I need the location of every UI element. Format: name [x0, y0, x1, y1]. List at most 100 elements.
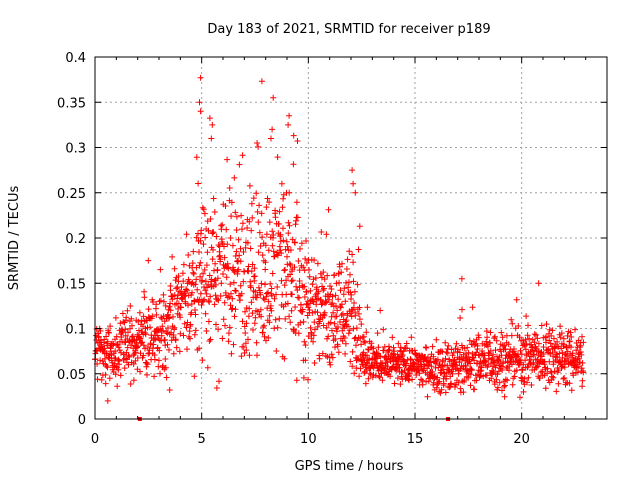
grid-layer [95, 57, 607, 419]
data-point [228, 290, 234, 297]
data-point [249, 310, 256, 317]
data-point [203, 328, 210, 334]
data-point [373, 349, 380, 356]
data-point [197, 259, 204, 266]
data-point [186, 328, 193, 335]
data-point [171, 265, 178, 272]
data-point [229, 242, 236, 249]
data-point [385, 347, 392, 354]
data-point [254, 308, 261, 315]
data-point [196, 99, 203, 106]
data-point [278, 250, 285, 257]
data-point [103, 363, 110, 369]
data-point [350, 278, 357, 285]
data-point [301, 283, 308, 290]
data-point [238, 353, 245, 360]
data-point [228, 213, 235, 220]
data-point [467, 360, 474, 367]
data-point [112, 348, 119, 355]
data-point [248, 200, 255, 207]
data-point [240, 249, 247, 255]
data-point [130, 377, 137, 384]
data-point [276, 208, 283, 215]
data-point [183, 231, 190, 238]
data-point [419, 381, 426, 388]
data-point [306, 273, 313, 280]
data-point [129, 333, 136, 340]
data-point [495, 357, 502, 364]
data-point [508, 316, 515, 323]
data-point [361, 370, 368, 376]
data-point [213, 385, 220, 391]
data-point [206, 338, 213, 344]
data-point [157, 266, 164, 273]
data-point [493, 376, 500, 383]
data-point [196, 345, 203, 352]
data-point [114, 383, 121, 390]
data-point [270, 248, 277, 255]
data-point [395, 340, 402, 347]
data-point [160, 327, 167, 334]
data-point [354, 355, 361, 362]
data-point [455, 346, 461, 353]
data-point [332, 336, 339, 342]
data-point [210, 229, 217, 236]
data-point [263, 204, 270, 211]
data-point [230, 264, 237, 271]
data-point [531, 331, 538, 338]
data-point [256, 202, 263, 209]
data-point [204, 364, 211, 371]
data-point [245, 336, 251, 343]
data-point [309, 298, 316, 304]
data-point [206, 272, 213, 279]
data-point [272, 207, 279, 214]
data-point [109, 340, 116, 347]
data-point [189, 289, 195, 296]
data-point [176, 348, 183, 355]
data-point [439, 348, 446, 355]
data-point [538, 322, 545, 329]
data-point [215, 297, 222, 304]
data-point [301, 338, 308, 345]
data-point [332, 292, 339, 299]
data-point [242, 330, 249, 336]
data-point [212, 292, 219, 299]
data-point [107, 323, 114, 330]
data-point [281, 267, 288, 274]
data-point [269, 126, 276, 133]
data-point [303, 238, 309, 244]
data-point [370, 345, 377, 352]
data-point [534, 335, 541, 342]
y-tick-labels: 0 0.05 0.1 0.15 0.2 0.25 0.3 0.35 0.4 [57, 51, 86, 428]
data-point [244, 239, 251, 246]
data-point [229, 305, 236, 312]
data-point [483, 372, 490, 379]
data-point [304, 301, 311, 308]
data-point [471, 357, 478, 364]
data-point [523, 313, 530, 320]
data-point [288, 307, 295, 314]
data-point [487, 329, 494, 336]
data-point [104, 364, 111, 371]
data-point [273, 291, 279, 298]
data-point [329, 354, 336, 361]
data-point [253, 339, 260, 346]
data-point [166, 314, 173, 321]
data-point [377, 307, 384, 314]
data-point [320, 287, 327, 294]
data-point [260, 295, 267, 302]
data-point [245, 313, 252, 320]
data-point [358, 321, 365, 328]
data-point [262, 242, 269, 249]
data-point [349, 348, 356, 355]
data-point [508, 332, 515, 339]
data-point [269, 242, 276, 249]
data-point [322, 298, 329, 305]
data-point [155, 363, 162, 370]
data-point [329, 327, 335, 334]
data-point [346, 327, 353, 334]
data-point [263, 231, 270, 238]
data-point [293, 283, 300, 290]
data-point [429, 368, 436, 375]
data-point [560, 375, 567, 382]
